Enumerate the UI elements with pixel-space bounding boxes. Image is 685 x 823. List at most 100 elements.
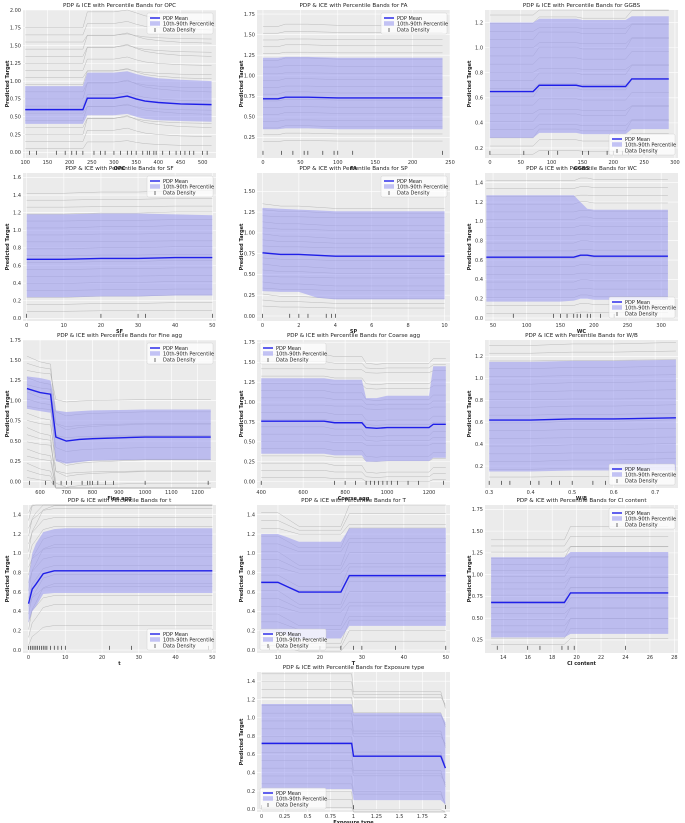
x-tick-label: 350 bbox=[131, 160, 141, 166]
x-tick-label: 40 bbox=[172, 323, 178, 329]
pdp-mean-line bbox=[489, 417, 676, 421]
legend-density-label: Data Density bbox=[276, 643, 309, 649]
legend-density-label: Data Density bbox=[163, 643, 196, 649]
x-tick-label: 2 bbox=[297, 323, 300, 329]
ice-line bbox=[25, 56, 212, 71]
x-tick-label: 1200 bbox=[423, 490, 436, 496]
x-tick-label: 22 bbox=[598, 655, 604, 661]
legend-band-swatch bbox=[612, 516, 622, 521]
chart-title: PDP & ICE with Percentile Bands for Expo… bbox=[283, 665, 425, 671]
y-tick-label: 0.0 bbox=[13, 648, 21, 654]
x-tick-label: 600 bbox=[298, 490, 308, 496]
chart-panel: 600 700 800 900 1000 1100 1200 0.00 0.25 0.50 0.75… bbox=[5, 333, 216, 502]
x-axis-label: W/B bbox=[576, 496, 587, 502]
legend-mean-label: PDP Mean bbox=[276, 346, 301, 352]
y-tick-label: 1.50 bbox=[244, 360, 255, 366]
legend-box bbox=[259, 787, 327, 810]
legend-band-label: 10th-90th Percentile bbox=[163, 22, 214, 28]
chart-panel: 50 100 150 200 250 300 0.0 0.2 0.4 0.6 0.8 1.0 1.2 1.… bbox=[467, 166, 678, 335]
ice-line bbox=[489, 9, 669, 16]
y-tick-label: 1.00 bbox=[244, 400, 255, 406]
y-tick-label: 1.75 bbox=[472, 507, 483, 513]
legend-density-label: Data Density bbox=[625, 311, 658, 317]
y-tick-label: 1.2 bbox=[247, 697, 255, 703]
legend-box bbox=[608, 507, 676, 530]
legend-band-swatch bbox=[150, 21, 160, 26]
ice-line bbox=[25, 127, 212, 142]
x-tick-label: 20 bbox=[99, 655, 105, 661]
ice-line bbox=[491, 526, 669, 541]
ice-line bbox=[486, 311, 668, 314]
y-tick-label: 1.4 bbox=[247, 679, 255, 685]
chart-panel: 0 2 4 6 8 10 0.00 0.25 0.50 0.75 1.00 1.25 1.50 PDP &… bbox=[239, 166, 450, 335]
legend-band-swatch bbox=[263, 637, 273, 642]
y-tick-label: 1.75 bbox=[10, 26, 21, 32]
y-tick-label: 0.75 bbox=[244, 251, 255, 257]
y-tick-label: 0.75 bbox=[244, 420, 255, 426]
legend-density-label: Data Density bbox=[625, 478, 658, 484]
ice-line bbox=[25, 44, 212, 64]
y-tick-label: 0.4 bbox=[247, 609, 255, 615]
x-tick-label: 800 bbox=[88, 490, 98, 496]
x-axis-label: Fine agg bbox=[107, 496, 132, 502]
y-tick-label: 0.50 bbox=[10, 439, 21, 445]
x-tick-label: 450 bbox=[176, 160, 186, 166]
x-tick-label: 1.75 bbox=[417, 814, 428, 820]
ice-line bbox=[26, 211, 213, 215]
legend-mean-label: PDP Mean bbox=[625, 467, 650, 473]
x-tick-label: 0.7 bbox=[651, 490, 659, 496]
x-tick-label: 300 bbox=[670, 160, 680, 166]
y-tick-label: 0.50 bbox=[244, 440, 255, 446]
y-tick-label: 1.4 bbox=[475, 180, 483, 186]
y-tick-label: 0.8 bbox=[247, 734, 255, 740]
y-tick-label: 1.2 bbox=[475, 354, 483, 360]
y-tick-label: 0.8 bbox=[475, 239, 483, 245]
x-tick-label: 6 bbox=[370, 323, 373, 329]
y-tick-label: 1.4 bbox=[13, 512, 21, 518]
x-tick-label: 10 bbox=[62, 655, 68, 661]
legend-band-label: 10th-90th Percentile bbox=[163, 352, 214, 358]
ice-line bbox=[26, 441, 211, 474]
x-axis-label: T bbox=[352, 661, 356, 667]
x-tick-label: 24 bbox=[622, 655, 628, 661]
y-tick-label: 0.25 bbox=[472, 638, 483, 644]
y-tick-label: 0.50 bbox=[244, 272, 255, 278]
pdp-mean-line bbox=[261, 420, 446, 430]
y-tick-label: 1.50 bbox=[10, 358, 21, 364]
ice-line bbox=[25, 140, 212, 149]
x-tick-label: 500 bbox=[198, 160, 208, 166]
ice-line bbox=[491, 546, 669, 553]
x-tick-label: 300 bbox=[656, 323, 666, 329]
legend-box bbox=[146, 12, 214, 35]
ice-line bbox=[261, 477, 446, 483]
legend-band-swatch bbox=[612, 142, 622, 147]
ice-line bbox=[25, 68, 212, 85]
x-tick-label: 30 bbox=[359, 655, 365, 661]
legend-band-swatch bbox=[150, 351, 160, 356]
x-tick-label: 1 bbox=[352, 814, 355, 820]
x-tick-label: 10 bbox=[61, 323, 67, 329]
y-tick-label: 1.25 bbox=[244, 210, 255, 216]
legend-mean-label: PDP Mean bbox=[625, 511, 650, 517]
y-tick-label: 0.6 bbox=[13, 590, 21, 596]
legend-box bbox=[259, 342, 327, 365]
y-tick-label: 0.8 bbox=[13, 571, 21, 577]
x-tick-label: 150 bbox=[370, 160, 380, 166]
ice-line bbox=[25, 32, 212, 50]
x-tick-label: 100 bbox=[522, 323, 532, 329]
pdp-mean-line bbox=[261, 742, 447, 769]
ice-line bbox=[262, 305, 445, 309]
y-axis-label: Predicted Target bbox=[467, 223, 473, 270]
y-tick-label: 1.00 bbox=[244, 231, 255, 237]
legend-density-label: Data Density bbox=[163, 27, 196, 33]
x-tick-label: 20 bbox=[98, 323, 104, 329]
ice-line bbox=[262, 299, 445, 304]
y-tick-label: 1.2 bbox=[475, 200, 483, 206]
